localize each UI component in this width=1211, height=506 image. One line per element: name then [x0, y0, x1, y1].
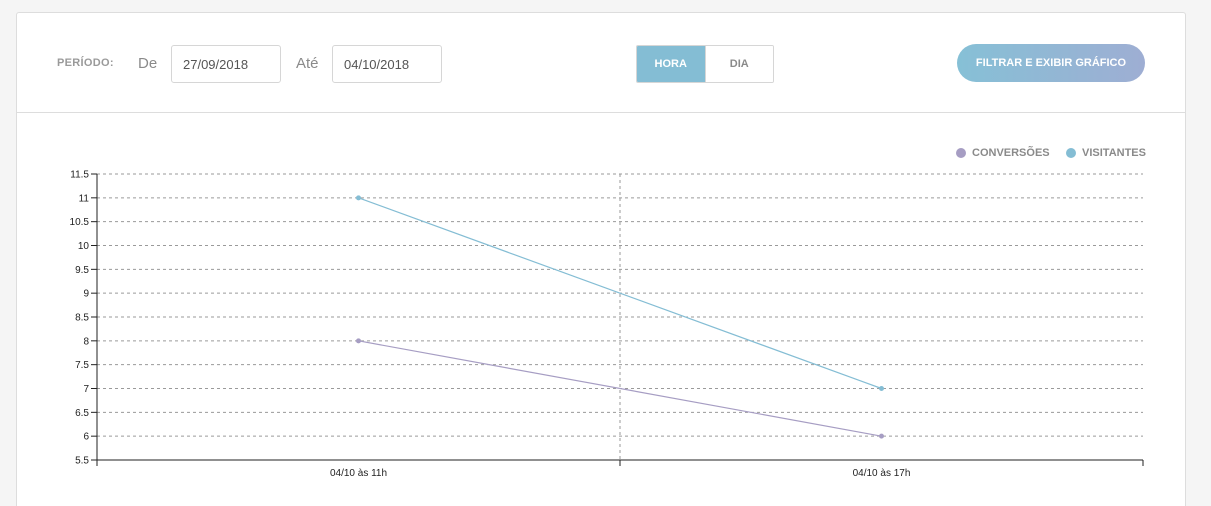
y-tick-label: 9.5: [75, 265, 89, 276]
data-point-conversions: [879, 433, 884, 439]
x-tick-label: 04/10 às 17h: [853, 468, 911, 479]
y-tick-label: 11: [79, 193, 90, 204]
y-tick-label: 6.5: [75, 408, 89, 419]
series-line-visitors: [358, 197, 882, 390]
data-point-visitors: [356, 195, 361, 201]
y-tick-label: 8: [83, 336, 89, 347]
y-tick-label: 10.5: [70, 217, 90, 228]
data-point-visitors: [879, 386, 884, 391]
data-point-conversions: [356, 338, 361, 344]
visitors-legend-label: VISITANTES: [1082, 147, 1146, 159]
y-tick-label: 9: [83, 289, 89, 300]
legend-item-visitors[interactable]: VISITANTES: [1066, 147, 1146, 159]
visitors-legend-dot: [1066, 148, 1076, 158]
y-tick-label: 5.5: [75, 456, 89, 467]
filter-submit-button[interactable]: FILTRAR E EXIBIR GRÁFICO: [957, 44, 1145, 82]
hour-toggle-button[interactable]: HORA: [637, 46, 705, 82]
day-toggle-button[interactable]: DIA: [704, 46, 773, 82]
y-tick-label: 10: [78, 241, 90, 252]
y-tick-label: 7.5: [75, 360, 89, 371]
granularity-toggle: HORA DIA: [636, 45, 774, 83]
series-line-conversions: [358, 340, 882, 437]
to-label: Até: [296, 55, 319, 72]
y-tick-label: 6: [83, 432, 89, 443]
panel-card: PERÍODO: De Até HORA DIA FILTRAR E EXIBI…: [16, 12, 1186, 506]
legend-item-conversions[interactable]: CONVERSÕES: [956, 147, 1050, 159]
from-label: De: [138, 55, 158, 72]
y-tick-label: 8.5: [75, 313, 89, 324]
y-tick-label: 7: [83, 384, 89, 395]
period-label: PERÍODO:: [57, 57, 114, 69]
from-date-input[interactable]: [171, 45, 281, 83]
conversions-legend-label: CONVERSÕES: [972, 147, 1050, 159]
to-date-input[interactable]: [332, 45, 442, 83]
x-tick-label: 04/10 às 11h: [330, 468, 387, 479]
filter-bar: PERÍODO: De Até HORA DIA FILTRAR E EXIBI…: [17, 13, 1185, 113]
conversions-legend-dot: [956, 148, 966, 158]
y-tick-label: 11.5: [70, 170, 89, 181]
